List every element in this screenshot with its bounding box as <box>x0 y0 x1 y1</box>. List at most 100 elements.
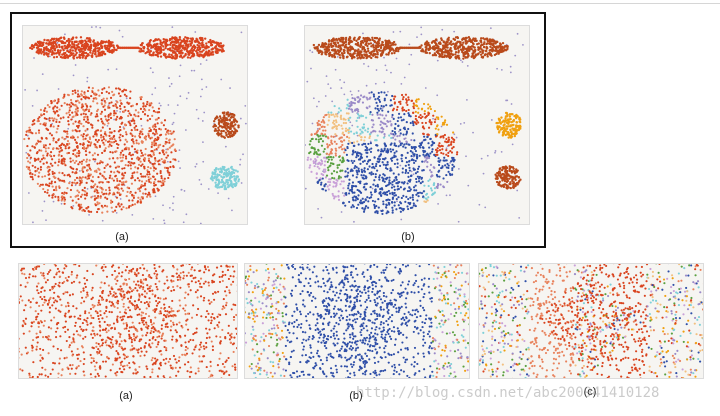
cluster-point <box>379 154 382 157</box>
bridge-point <box>122 46 126 50</box>
cluster-point <box>367 142 370 145</box>
cluster-point <box>360 130 363 133</box>
cluster-point <box>138 132 141 135</box>
cluster-point <box>319 134 322 137</box>
cluster-point <box>401 171 404 174</box>
cluster-point <box>100 136 103 139</box>
cluster-point <box>78 177 81 180</box>
cluster-point <box>405 141 408 144</box>
cluster-point <box>114 209 117 212</box>
noise-point <box>325 75 328 77</box>
cluster-point <box>95 55 98 58</box>
cluster-point <box>345 112 348 115</box>
cluster-point <box>357 143 360 146</box>
cluster-point <box>344 36 348 40</box>
cluster-point <box>217 119 221 122</box>
noise-point <box>149 67 152 70</box>
cluster-point <box>365 155 369 158</box>
cluster-point <box>77 154 80 157</box>
cluster-point <box>128 199 131 202</box>
cluster-point <box>68 106 71 109</box>
cluster-point <box>82 54 86 57</box>
cluster-point <box>200 50 204 53</box>
cluster-point <box>374 107 377 110</box>
noise-point <box>466 98 468 101</box>
cluster-point <box>220 45 224 48</box>
cluster-point <box>419 116 423 120</box>
cluster-point <box>143 184 146 187</box>
cluster-point <box>229 177 232 180</box>
cluster-point <box>340 140 344 143</box>
cluster-point <box>423 112 426 115</box>
cluster-point <box>414 146 417 149</box>
cluster-point <box>154 178 157 181</box>
cluster-point <box>336 115 339 118</box>
cluster-point <box>474 37 477 41</box>
cluster-point <box>209 40 213 44</box>
cluster-point <box>42 144 46 147</box>
cluster-point <box>308 143 311 146</box>
cluster-point <box>170 49 174 52</box>
cluster-point <box>357 194 360 197</box>
cluster-point <box>343 194 346 197</box>
cluster-point <box>70 101 73 104</box>
cluster-point <box>157 116 160 120</box>
cluster-point <box>389 104 392 107</box>
cluster-point <box>45 47 48 50</box>
cluster-point <box>142 175 145 178</box>
cluster-point <box>348 36 352 40</box>
cluster-point <box>104 196 107 199</box>
cluster-point <box>393 130 397 134</box>
cluster-point <box>394 194 398 197</box>
cluster-point <box>150 44 153 47</box>
cluster-point <box>347 139 350 142</box>
cluster-point <box>42 123 45 126</box>
cluster-point <box>124 123 127 126</box>
cluster-point <box>235 175 238 178</box>
cluster-point <box>152 124 155 127</box>
cluster-point <box>63 202 66 205</box>
cluster-point <box>80 98 83 101</box>
cluster-point <box>220 168 223 171</box>
cluster-point <box>368 136 371 140</box>
cluster-point <box>191 51 194 54</box>
noise-point <box>496 67 498 70</box>
top-panel-a-scatter <box>23 26 247 224</box>
cluster-point <box>39 140 42 143</box>
cluster-point <box>128 153 131 156</box>
cluster-point <box>351 96 354 100</box>
cluster-point <box>65 112 68 115</box>
cluster-point <box>124 138 127 141</box>
cluster-point <box>130 157 134 160</box>
cluster-point <box>409 121 412 125</box>
cluster-point <box>451 53 454 56</box>
cluster-point <box>376 104 379 107</box>
cluster-point <box>450 43 453 46</box>
noise-point <box>432 117 434 120</box>
cluster-point <box>381 212 384 215</box>
cluster-point <box>327 188 330 191</box>
cluster-point <box>230 129 234 133</box>
noise-point <box>72 204 75 207</box>
cluster-point <box>382 163 385 166</box>
noise-point <box>119 198 122 200</box>
cluster-point <box>90 185 93 188</box>
cluster-point <box>78 49 81 52</box>
cluster-point <box>433 187 437 190</box>
cluster-point <box>57 39 61 43</box>
cluster-point <box>425 192 429 195</box>
cluster-point <box>37 158 40 161</box>
noise-point <box>94 160 96 163</box>
noise-point <box>140 124 143 127</box>
cluster-point <box>87 86 91 89</box>
cluster-point <box>356 173 359 176</box>
cluster-point <box>452 156 455 160</box>
cluster-point <box>104 101 107 104</box>
cluster-point <box>331 121 335 124</box>
cluster-point <box>108 43 111 46</box>
cluster-point <box>363 170 367 173</box>
cluster-point <box>108 127 111 130</box>
cluster-point <box>393 134 396 137</box>
noise-point <box>437 203 439 205</box>
cluster-point <box>354 49 358 52</box>
